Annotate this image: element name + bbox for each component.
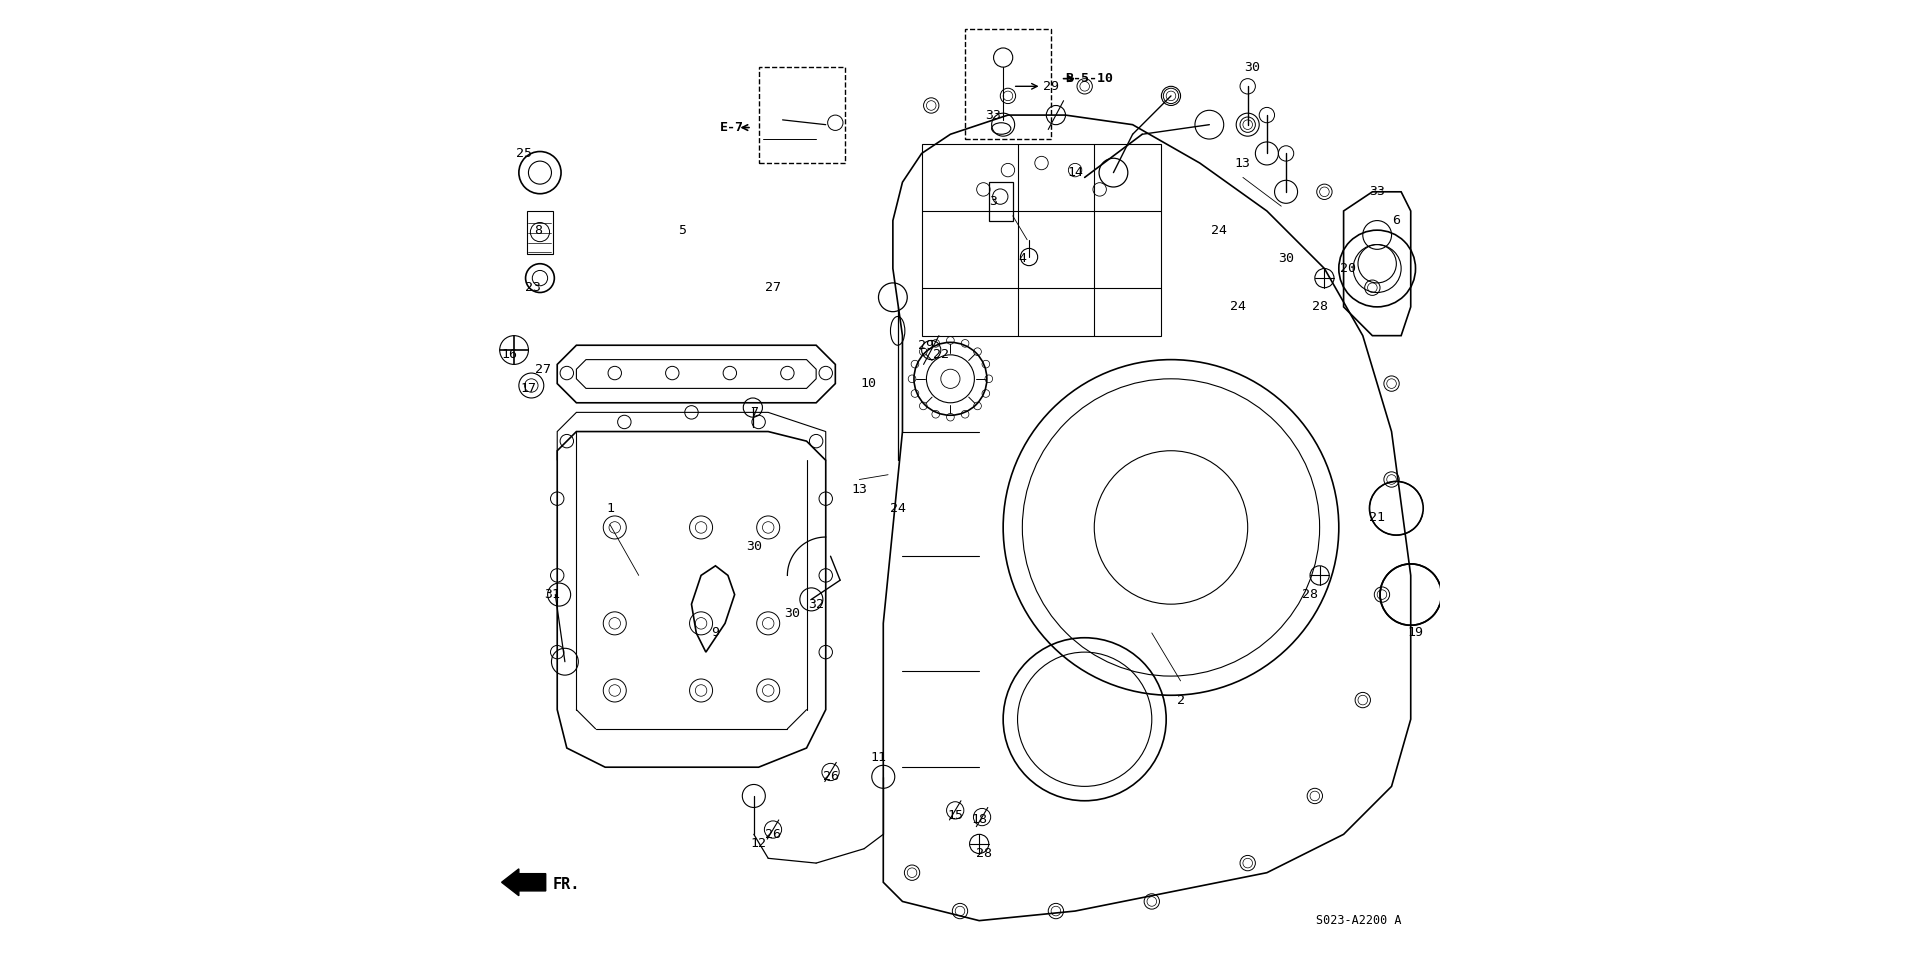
Text: B-5-10: B-5-10 bbox=[1066, 72, 1114, 85]
Text: 22: 22 bbox=[933, 348, 948, 362]
Text: 10: 10 bbox=[860, 377, 877, 390]
Text: 11: 11 bbox=[870, 751, 887, 764]
Text: 28: 28 bbox=[975, 847, 993, 860]
Text: 30: 30 bbox=[745, 540, 762, 553]
Text: 8: 8 bbox=[534, 223, 541, 237]
Text: 21: 21 bbox=[1369, 511, 1384, 525]
Text: 13: 13 bbox=[1235, 156, 1252, 170]
Text: 9: 9 bbox=[712, 626, 720, 640]
Text: 27: 27 bbox=[764, 281, 781, 294]
Text: 33: 33 bbox=[985, 108, 1002, 122]
Text: S023-A2200 A: S023-A2200 A bbox=[1315, 914, 1402, 927]
Bar bbox=[964, 29, 1050, 139]
Text: E-7: E-7 bbox=[720, 121, 745, 134]
Text: 31: 31 bbox=[545, 588, 561, 601]
Text: 28: 28 bbox=[1311, 300, 1327, 314]
Text: 24: 24 bbox=[889, 502, 906, 515]
Text: 15: 15 bbox=[947, 808, 964, 822]
Text: 19: 19 bbox=[1407, 626, 1423, 640]
Text: 33: 33 bbox=[1369, 185, 1384, 199]
Text: 13: 13 bbox=[851, 482, 868, 496]
Text: 25: 25 bbox=[516, 147, 532, 160]
Text: 30: 30 bbox=[1279, 252, 1294, 266]
Text: 5: 5 bbox=[678, 223, 685, 237]
Text: 2: 2 bbox=[1177, 693, 1185, 707]
Text: 12: 12 bbox=[751, 837, 766, 851]
Text: FR.: FR. bbox=[553, 877, 580, 892]
Text: 18: 18 bbox=[972, 813, 987, 827]
Text: 1: 1 bbox=[607, 502, 614, 515]
Text: 27: 27 bbox=[536, 363, 551, 376]
Text: 6: 6 bbox=[1392, 214, 1400, 227]
Text: 20: 20 bbox=[1340, 262, 1356, 275]
Text: 30: 30 bbox=[783, 607, 801, 620]
Text: 32: 32 bbox=[808, 597, 824, 611]
Text: 4: 4 bbox=[1018, 252, 1027, 266]
Text: 23: 23 bbox=[526, 281, 541, 294]
Text: 29: 29 bbox=[1043, 80, 1060, 93]
Text: 29: 29 bbox=[918, 339, 935, 352]
FancyArrow shape bbox=[501, 869, 545, 896]
Text: 30: 30 bbox=[1244, 60, 1261, 74]
Text: 26: 26 bbox=[822, 770, 839, 784]
Bar bbox=[758, 67, 845, 163]
Text: 16: 16 bbox=[501, 348, 516, 362]
Text: 24: 24 bbox=[1212, 223, 1227, 237]
Text: 26: 26 bbox=[764, 828, 781, 841]
Bar bbox=[922, 144, 1162, 336]
Text: 24: 24 bbox=[1231, 300, 1246, 314]
Text: 3: 3 bbox=[989, 195, 998, 208]
Text: 14: 14 bbox=[1068, 166, 1083, 179]
Text: 28: 28 bbox=[1302, 588, 1317, 601]
Text: 7: 7 bbox=[751, 406, 758, 419]
Bar bbox=[989, 182, 1012, 221]
Bar bbox=[526, 211, 553, 254]
Text: 17: 17 bbox=[520, 382, 536, 395]
